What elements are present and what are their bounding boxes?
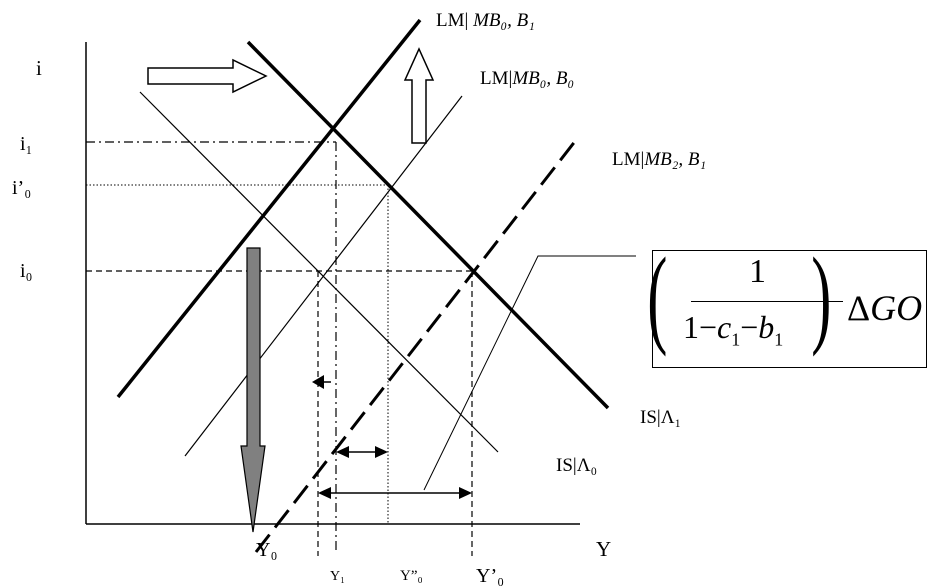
y-tick-i0: i₀ [20,260,33,282]
formula-numerator: 1 [749,253,766,290]
lm-mb0-b1-label: LM| MB₀, B₁ [436,10,535,31]
x-tick-y1: Y₁ [330,569,345,584]
hollow-right-arrow-icon [147,58,268,94]
multiplier-formula-box: ( 1 1−c1−b1 ) ΔGO [647,241,927,368]
formula-denominator: 1−c1−b1 [683,309,784,350]
formula-callout-line [423,255,636,491]
x-tick-y-prime-0: Y’₀ [476,565,504,587]
gray-down-arrow-icon [240,247,266,533]
double-arrow-long-left-head-icon [318,487,331,499]
hollow-up-arrow-icon [403,47,435,144]
x-axis-label: Y [596,537,611,561]
lm-mb2-b1-curve [254,139,578,553]
x-tick-y-dprime-0: Y”₀ [400,568,423,584]
small-left-arrow-icon [312,375,324,389]
formula-delta-go: ΔGO [847,288,923,328]
x-tick-y0: Y₀ [256,539,277,561]
lm-mb0-b1-curve [116,18,422,399]
y-axis-label: i [36,56,42,80]
double-arrow-right-head-icon [375,446,388,458]
formula-fraction-bar [691,301,843,302]
y-tick-i1: i₁ [20,133,33,155]
double-arrow-left-head-icon [336,446,349,458]
y-tick-i-prime-0: i’₀ [12,177,31,199]
is-lambda0-curve [139,91,499,453]
lm-mb0-b0-label: LM|MB₀, B₀ [480,68,574,89]
double-arrow-long-right-head-icon [459,487,472,499]
lm-mb2-b1-label: LM|MB₂, B₁ [612,149,706,170]
is-lambda1-label: IS|Λ₁ [640,407,681,428]
formula-left-paren: ( [647,235,668,357]
is-lambda0-label: IS|Λ₀ [556,455,597,476]
is-lambda1-curve [246,40,610,410]
formula-right-paren: ) [811,235,832,357]
